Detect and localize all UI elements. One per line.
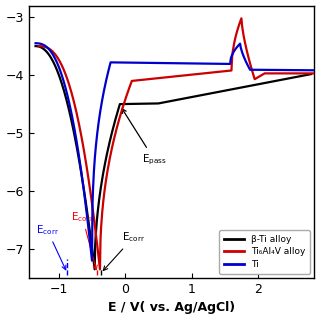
Text: E$_\mathrm{corr}$: E$_\mathrm{corr}$ xyxy=(71,210,97,269)
Text: E$_\mathrm{corr}$: E$_\mathrm{corr}$ xyxy=(36,223,66,270)
Legend: β-Ti alloy, Ti₆Al₄V alloy, Ti: β-Ti alloy, Ti₆Al₄V alloy, Ti xyxy=(220,230,310,274)
X-axis label: E / V( vs. Ag/AgCl): E / V( vs. Ag/AgCl) xyxy=(108,301,235,315)
Text: E$_\mathrm{pass}$: E$_\mathrm{pass}$ xyxy=(122,109,167,167)
Text: E$_\mathrm{corr}$: E$_\mathrm{corr}$ xyxy=(103,230,145,270)
